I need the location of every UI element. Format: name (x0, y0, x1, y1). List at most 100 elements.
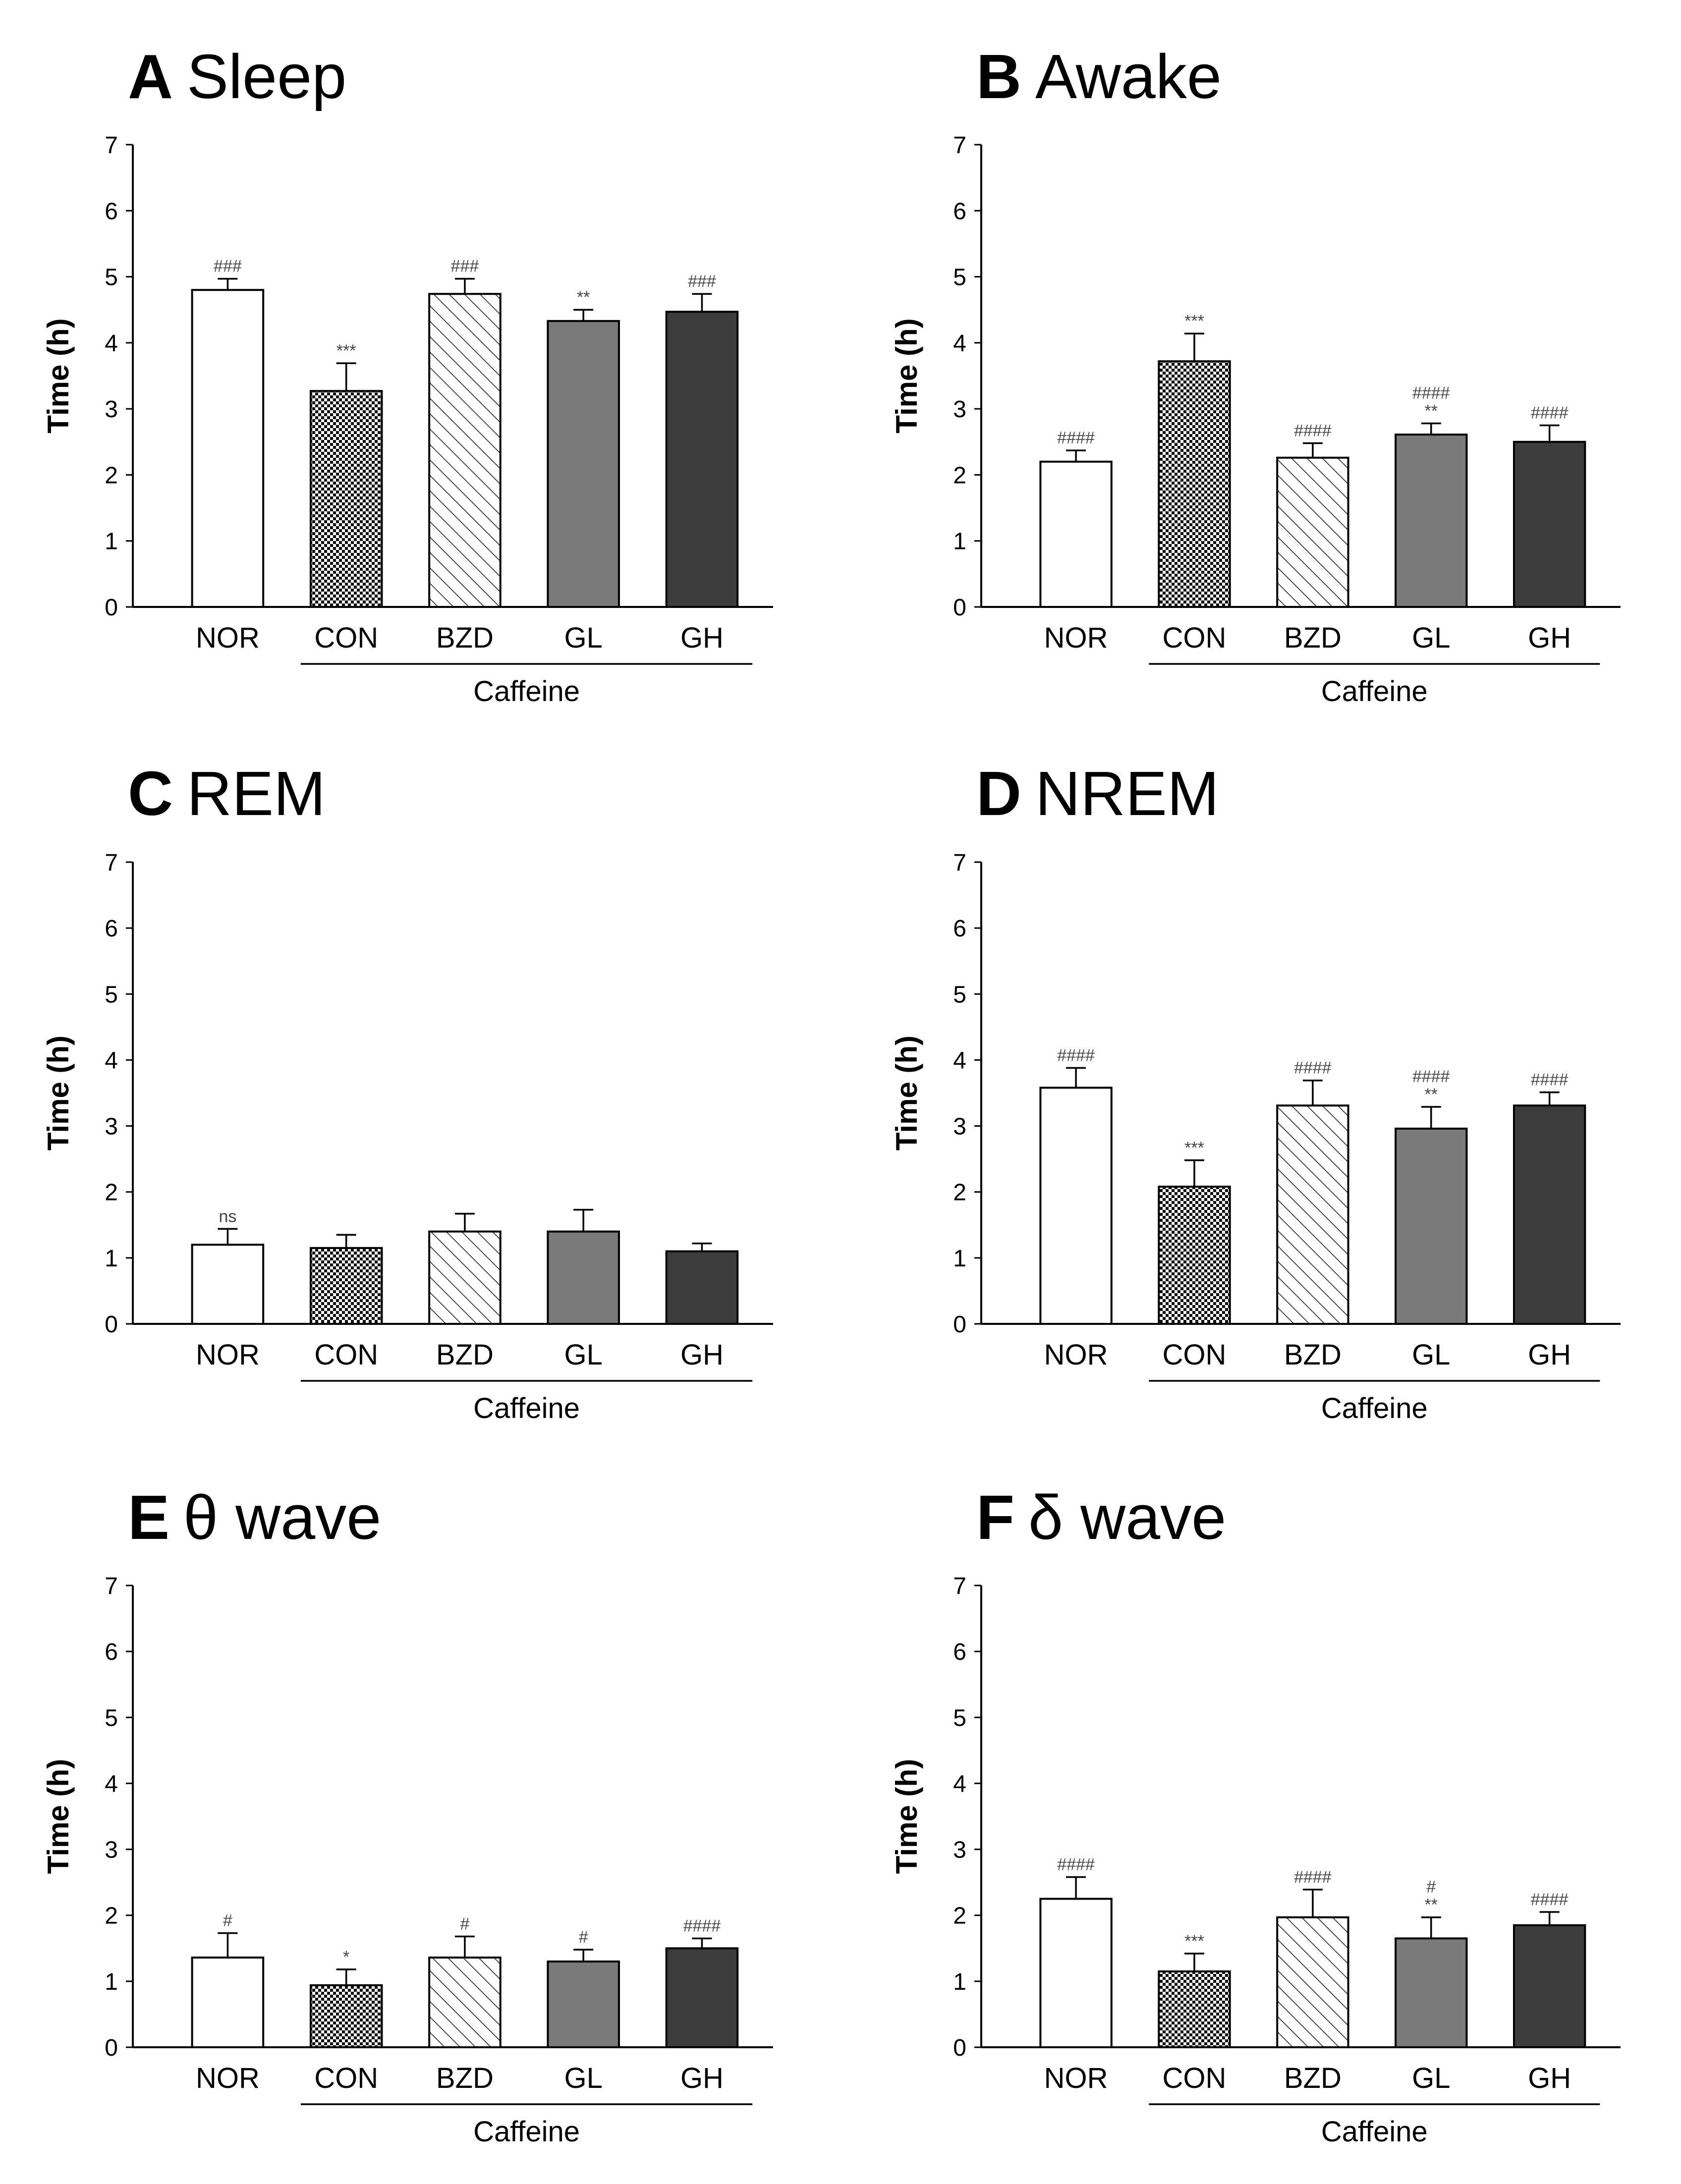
significance-marker: ### (451, 257, 479, 276)
x-tick-label: CON (1163, 2062, 1227, 2094)
x-tick-label: NOR (1044, 622, 1108, 654)
y-tick-label: 6 (953, 1639, 966, 1665)
x-tick-label: CON (314, 2062, 378, 2094)
bar-gl (1395, 1127, 1468, 1325)
significance-marker: #### (1057, 1046, 1095, 1065)
y-tick-label: 4 (953, 330, 966, 357)
bar-gl (547, 1960, 620, 2049)
significance-marker: # (223, 1911, 232, 1930)
bar-nor (1039, 460, 1113, 608)
y-axis-label: Time (h) (890, 1036, 923, 1150)
significance-marker: ** (1425, 1085, 1438, 1104)
panel-title-text: δ wave (1028, 1482, 1226, 1552)
x-tick-label: BZD (436, 1339, 494, 1371)
x-tick-label: BZD (1284, 2062, 1342, 2094)
x-tick-label: CON (314, 1339, 378, 1371)
x-tick-label: GL (1412, 1339, 1450, 1371)
x-tick-label: CON (314, 622, 378, 654)
y-tick-label: 2 (953, 1180, 966, 1206)
x-tick-label: GL (1412, 622, 1450, 654)
bar-bzd (428, 1956, 502, 2049)
y-tick-label: 5 (953, 982, 966, 1008)
x-tick-label: BZD (436, 2062, 494, 2094)
panel-title: C REM (128, 759, 326, 828)
chart-panel-d: D NREM 0 1 2 3 4 5 6 7 Time (h) #### NOR *** CON #### BZ… (890, 759, 1621, 1424)
y-tick-label: 4 (953, 1047, 966, 1074)
bar-nor (1039, 1087, 1113, 1325)
y-tick-label: 6 (953, 916, 966, 942)
significance-marker: #### (1294, 1059, 1332, 1078)
significance-marker: *** (1184, 1932, 1204, 1951)
x-tick-label: GH (1528, 622, 1571, 654)
significance-marker: * (343, 1948, 349, 1966)
y-tick-label: 4 (105, 330, 118, 357)
y-axis-label: Time (h) (42, 1036, 75, 1150)
bar-gl (547, 320, 620, 608)
significance-marker: #### (1057, 1855, 1095, 1874)
bar-con (309, 1247, 383, 1325)
bar-gh (665, 1250, 739, 1325)
x-tick-label: GL (1412, 2062, 1450, 2094)
bar-gh (665, 1947, 739, 2048)
significance-marker: ** (1425, 1896, 1438, 1914)
panel-title: D NREM (976, 759, 1219, 828)
y-tick-label: 4 (953, 1771, 966, 1797)
panel-letter: E (128, 1482, 169, 1552)
y-tick-label: 5 (953, 1705, 966, 1731)
y-tick-label: 5 (105, 265, 118, 291)
y-axis-label: Time (h) (42, 318, 75, 433)
panel-title-text: Sleep (187, 42, 346, 111)
significance-marker: #### (1412, 383, 1450, 402)
x-tick-label: GH (680, 1339, 724, 1371)
bar-gh (665, 311, 739, 608)
significance-marker: #### (1057, 429, 1095, 447)
y-tick-label: 7 (105, 132, 118, 159)
bar-bzd (428, 1230, 502, 1325)
x-tick-label: GH (1528, 1339, 1571, 1371)
panel-letter: C (128, 759, 173, 828)
y-tick-label: 0 (953, 2035, 966, 2061)
panel-title-text: Awake (1035, 42, 1222, 111)
bar-con (309, 390, 383, 608)
x-tick-label: GH (680, 622, 724, 654)
y-tick-label: 2 (105, 1903, 118, 1929)
y-tick-label: 6 (105, 198, 118, 224)
y-tick-label: 0 (953, 1311, 966, 1338)
y-tick-label: 5 (105, 982, 118, 1008)
group-label: Caffeine (1321, 675, 1428, 708)
significance-marker: ** (1425, 401, 1438, 420)
group-label: Caffeine (1321, 2116, 1428, 2148)
significance-marker: #### (1412, 1067, 1450, 1086)
x-tick-label: GH (1528, 2062, 1571, 2094)
x-tick-label: NOR (196, 1339, 260, 1371)
y-tick-label: 2 (105, 462, 118, 489)
bar-gl (1395, 1937, 1468, 2048)
panel-letter: A (128, 42, 173, 111)
significance-marker: ** (577, 288, 590, 307)
y-tick-label: 1 (105, 1246, 118, 1272)
panel-title-text: NREM (1035, 759, 1219, 828)
x-tick-label: GL (564, 1339, 602, 1371)
x-tick-label: BZD (436, 622, 494, 654)
significance-marker: ### (688, 272, 716, 291)
y-axis-label: Time (h) (42, 1759, 75, 1874)
bar-nor (191, 1244, 265, 1325)
y-tick-label: 3 (953, 1114, 966, 1140)
significance-marker: ### (214, 257, 242, 276)
y-tick-label: 2 (953, 462, 966, 489)
y-tick-label: 7 (105, 1573, 118, 1599)
y-tick-label: 7 (953, 132, 966, 159)
x-tick-label: GL (564, 2062, 602, 2094)
bar-gl (547, 1230, 620, 1325)
significance-marker: #### (683, 1916, 721, 1935)
significance-marker: *** (1184, 1139, 1204, 1157)
bar-gl (1395, 434, 1468, 608)
significance-marker: #### (1531, 1071, 1569, 1090)
y-axis-label: Time (h) (890, 318, 923, 433)
y-tick-label: 7 (953, 1573, 966, 1599)
